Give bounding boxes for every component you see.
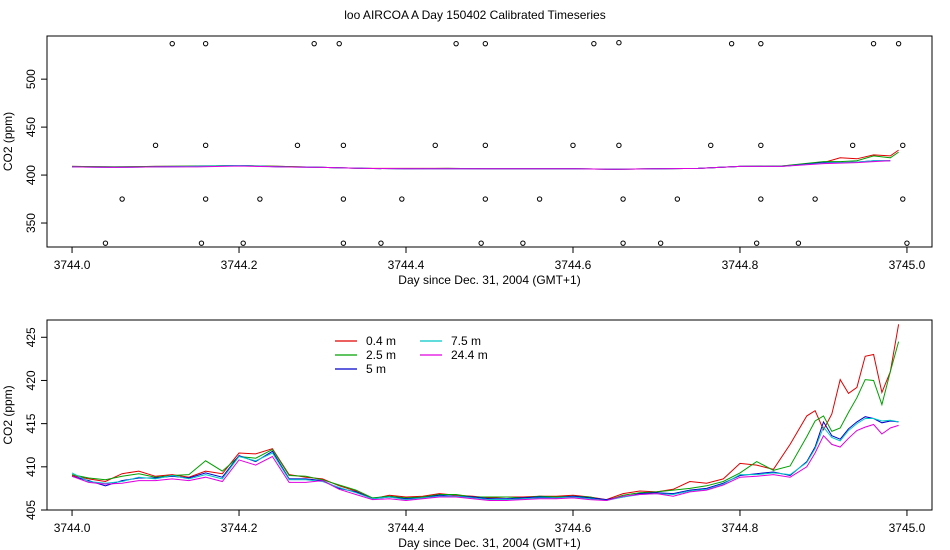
y-tick-label: 350 (24, 213, 38, 233)
outlier-point (340, 142, 347, 149)
outlier-point (336, 40, 342, 47)
outlier-point (520, 240, 526, 246)
outlier-point (620, 240, 626, 246)
legend-label: 7.5 m (451, 334, 481, 348)
series-line-24-4-m (71, 423, 899, 502)
x-tick-label: 3744.0 (54, 258, 91, 272)
outlier-point (482, 142, 489, 149)
outlier-point (536, 196, 543, 202)
plot-frame (46, 319, 933, 511)
outlier-point (900, 142, 906, 149)
series-line-24-4-m (71, 160, 891, 170)
outlier-point (102, 240, 109, 246)
outlier-point (311, 40, 317, 47)
x-axis-label: Day since Dec. 31, 2004 (GMT+1) (398, 273, 580, 287)
outlier-point (482, 196, 489, 202)
y-axis-label: CO2 (ppm) (1, 385, 15, 444)
outlier-point (432, 142, 438, 149)
x-tick-label: 3744.4 (388, 521, 425, 535)
y-tick-label: 400 (24, 165, 38, 185)
outlier-point (900, 196, 906, 202)
outlier-point (895, 40, 902, 47)
outlier-point (399, 196, 405, 202)
legend-label: 5 m (366, 362, 386, 376)
outlier-point (202, 196, 209, 202)
outlier-point (591, 40, 597, 47)
y-tick-label: 500 (24, 69, 38, 89)
plot-frame (46, 35, 933, 248)
x-tick-label: 3744.8 (722, 258, 759, 272)
outlier-point (257, 196, 263, 202)
outlier-point (240, 240, 246, 246)
outlier-point (904, 240, 910, 246)
outlier-point (758, 40, 764, 47)
outlier-point (753, 240, 760, 246)
outlier-point (870, 40, 877, 47)
y-tick-label: 450 (24, 117, 38, 137)
outlier-point (674, 196, 681, 202)
outlier-point (378, 240, 384, 246)
series-line-7-5-m (71, 160, 891, 170)
outlier-point (616, 142, 622, 149)
panel-1: 3744.0 3744.2 3744.4 3744.6 3744.8 3745.0 350 4… (1, 35, 933, 287)
outlier-point (482, 40, 489, 47)
outlier-point (657, 240, 664, 246)
y-axis-label: CO2 (ppm) (1, 112, 15, 171)
x-tick-label: 3744.8 (722, 521, 759, 535)
outlier-point (570, 142, 576, 149)
outlier-point (849, 142, 856, 149)
outlier-point (294, 142, 301, 149)
x-tick-label: 3744.4 (388, 258, 425, 272)
outlier-point (708, 142, 714, 149)
y-tick-label: 405 (24, 500, 38, 520)
outlier-point (620, 196, 626, 202)
series-line-7-5-m (71, 418, 899, 502)
y-tick-label: 420 (24, 370, 38, 390)
x-tick-label: 3745.0 (889, 258, 926, 272)
y-tick-label: 425 (24, 327, 38, 347)
outlier-point (152, 142, 159, 149)
chart-title: loo AIRCOA A Day 150402 Calibrated Times… (344, 8, 606, 22)
panel-2: 3744.0 3744.2 3744.4 3744.6 3744.8 3745.0 405 4… (1, 319, 933, 550)
outlier-point (812, 196, 818, 202)
y-tick-label: 415 (24, 413, 38, 433)
outlier-point (478, 240, 484, 246)
y-tick-label: 410 (24, 456, 38, 476)
x-axis-label: Day since Dec. 31, 2004 (GMT+1) (398, 536, 580, 550)
legend-label: 2.5 m (366, 348, 396, 362)
outlier-point (758, 196, 764, 202)
series-line-5-m (71, 160, 891, 170)
x-tick-label: 3744.6 (555, 258, 592, 272)
outlier-point (616, 40, 622, 46)
legend-label: 24.4 m (451, 348, 488, 362)
x-tick-label: 3745.0 (889, 521, 926, 535)
outlier-point (202, 142, 209, 149)
outlier-point (169, 40, 175, 47)
outlier-point (202, 40, 209, 47)
outlier-point (795, 240, 802, 246)
outlier-point (340, 240, 347, 246)
x-tick-label: 3744.2 (221, 521, 258, 535)
x-tick-label: 3744.6 (555, 521, 592, 535)
x-tick-label: 3744.2 (221, 258, 258, 272)
outlier-point (119, 196, 125, 202)
x-tick-label: 3744.0 (54, 521, 91, 535)
legend: 0.4 m2.5 m5 m 7.5 m24.4 m (335, 334, 488, 376)
outlier-point (340, 196, 347, 202)
outlier-point (728, 40, 735, 47)
outlier-point (198, 240, 205, 246)
outlier-point (453, 40, 459, 47)
outlier-point (758, 142, 764, 149)
legend-label: 0.4 m (366, 334, 396, 348)
series-line-5-m (71, 416, 899, 501)
